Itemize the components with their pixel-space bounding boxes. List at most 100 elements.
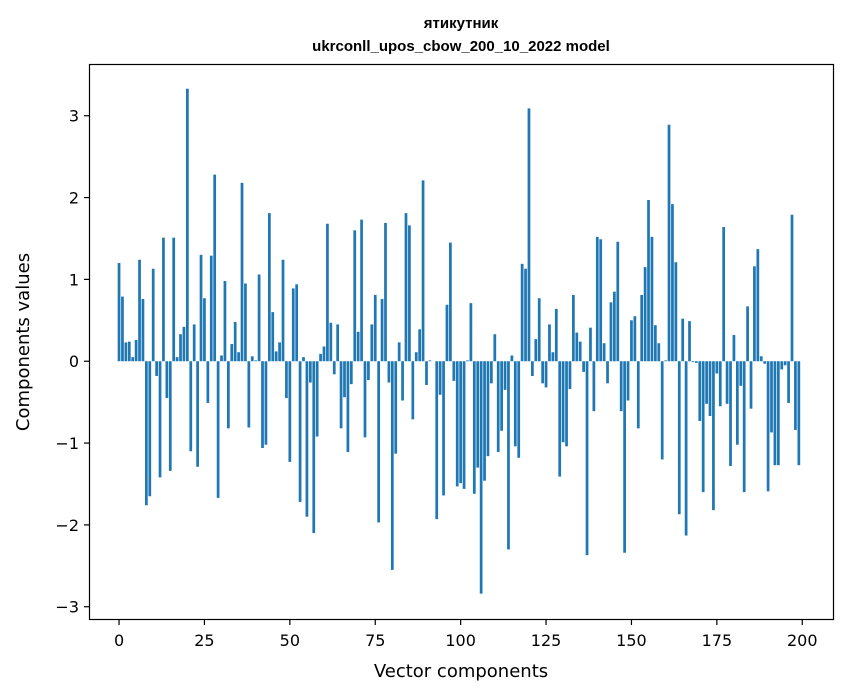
bar xyxy=(285,361,288,399)
bar xyxy=(486,361,490,457)
bar xyxy=(790,214,794,362)
bar xyxy=(343,361,346,398)
bar xyxy=(281,259,285,362)
bar xyxy=(244,283,247,362)
bar xyxy=(633,316,637,362)
bar xyxy=(404,213,408,362)
bar xyxy=(203,298,206,362)
bar xyxy=(462,361,466,489)
bar xyxy=(162,237,165,362)
bar xyxy=(548,324,551,362)
bar xyxy=(780,361,784,370)
chart-title-line-1: ятикутник xyxy=(424,15,499,32)
x-tick-label: 75 xyxy=(365,631,385,650)
bar xyxy=(479,361,483,594)
bar xyxy=(308,361,312,383)
bar xyxy=(233,321,237,362)
bar xyxy=(250,356,254,362)
bar xyxy=(370,324,374,362)
plot-area-frame xyxy=(88,63,835,621)
bar xyxy=(640,294,644,362)
bar xyxy=(397,342,401,362)
bar xyxy=(616,241,620,362)
x-tick-label: 150 xyxy=(616,631,647,650)
bar xyxy=(141,299,145,362)
bar xyxy=(469,303,473,362)
bar xyxy=(544,361,548,388)
bar xyxy=(131,357,135,362)
bar xyxy=(647,200,650,362)
bar xyxy=(715,361,719,374)
bar xyxy=(134,339,138,362)
bar xyxy=(613,291,616,362)
bar xyxy=(619,361,623,412)
bar xyxy=(459,361,463,484)
bar xyxy=(773,361,777,466)
bar xyxy=(688,321,691,362)
y-tick-label: −3 xyxy=(55,598,79,617)
bar xyxy=(363,361,367,438)
bar xyxy=(172,237,176,362)
bar xyxy=(401,361,404,401)
bar xyxy=(729,361,732,466)
bar xyxy=(213,174,217,362)
bar xyxy=(452,361,456,381)
x-tick-label: 200 xyxy=(787,631,818,650)
x-tick-label: 175 xyxy=(702,631,733,650)
bar xyxy=(264,361,268,445)
bar xyxy=(650,236,654,362)
bar xyxy=(199,254,203,362)
bar xyxy=(510,355,514,362)
bar xyxy=(291,288,295,362)
bar xyxy=(356,331,360,362)
bar xyxy=(554,308,558,362)
bar xyxy=(254,360,258,362)
bar xyxy=(298,361,302,502)
bar xyxy=(551,352,555,362)
bar xyxy=(794,361,797,430)
bar xyxy=(288,361,292,462)
bar xyxy=(595,236,599,362)
bar xyxy=(189,361,193,452)
chart-title-line-2: ukrconll_upos_cbow_200_10_2022 model xyxy=(312,38,610,55)
bar xyxy=(312,361,316,534)
bar xyxy=(722,227,726,362)
bar xyxy=(336,324,340,362)
x-tick-label: 25 xyxy=(194,631,214,650)
bar xyxy=(776,361,780,466)
bar xyxy=(121,296,124,362)
x-tick-label: 0 xyxy=(114,631,124,650)
bar xyxy=(520,263,524,362)
bar xyxy=(787,361,790,403)
bars-group xyxy=(117,88,801,594)
bar xyxy=(585,361,589,556)
bar xyxy=(353,230,357,362)
bar xyxy=(165,361,169,399)
bar xyxy=(623,361,626,553)
bar xyxy=(490,361,493,384)
bar xyxy=(606,361,609,384)
x-tick-label: 100 xyxy=(445,631,476,650)
bar xyxy=(589,327,592,362)
bar xyxy=(261,361,264,448)
bar xyxy=(182,326,186,362)
bar xyxy=(630,320,633,362)
bar xyxy=(674,262,678,362)
bar xyxy=(408,225,411,362)
bar xyxy=(377,361,381,523)
bar xyxy=(582,361,585,372)
bar xyxy=(684,361,688,536)
bar xyxy=(561,361,565,443)
bar xyxy=(677,361,681,515)
bar xyxy=(168,361,172,471)
y-tick-label: −1 xyxy=(55,434,79,453)
bar xyxy=(267,213,271,362)
x-axis-ticks: 0 25 50 75 100 125 150 175 200 xyxy=(114,619,818,650)
bar xyxy=(660,361,664,460)
bar xyxy=(442,361,445,496)
bar xyxy=(636,361,640,429)
bar xyxy=(223,281,227,362)
bar xyxy=(537,298,541,362)
y-tick-label: 1 xyxy=(69,270,79,289)
